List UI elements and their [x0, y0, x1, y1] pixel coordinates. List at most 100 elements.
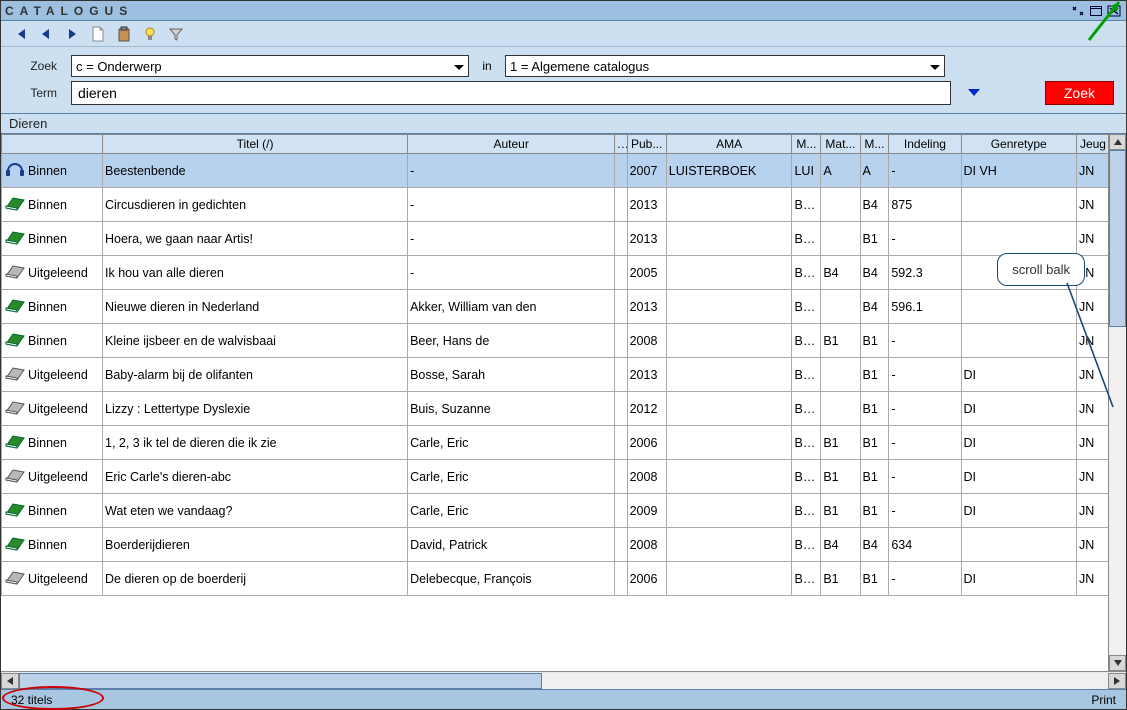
- col-genre[interactable]: Genretype: [961, 135, 1076, 154]
- headphones-icon: [4, 161, 26, 180]
- term-input[interactable]: [71, 81, 951, 105]
- next-icon[interactable]: [63, 25, 81, 43]
- cell-ama: [666, 562, 792, 596]
- cell-status: Binnen: [2, 154, 103, 188]
- status-text: Binnen: [28, 198, 67, 212]
- cell-jeug: JN: [1076, 256, 1109, 290]
- table-row[interactable]: BinnenBoerderijdierenDavid, Patrick2008B…: [2, 528, 1110, 562]
- zoek-combo[interactable]: c = Onderwerp: [71, 55, 469, 77]
- prev-icon[interactable]: [37, 25, 55, 43]
- horizontal-scrollbar[interactable]: [1, 671, 1126, 689]
- cell-pub: 2006: [627, 426, 666, 460]
- col-jeug[interactable]: Jeug: [1076, 135, 1109, 154]
- new-doc-icon[interactable]: [89, 25, 107, 43]
- cell-ama: [666, 188, 792, 222]
- table-row[interactable]: Binnen 1, 2, 3 ik tel de dieren die ik zi…: [2, 426, 1110, 460]
- book-grey-icon: [4, 365, 26, 384]
- table-row[interactable]: UitgeleendLizzy : Lettertype DyslexieBui…: [2, 392, 1110, 426]
- cell-ama: [666, 426, 792, 460]
- book-green-icon: [4, 297, 26, 316]
- cell-m1: BOE: [792, 290, 821, 324]
- status-text: Binnen: [28, 436, 67, 450]
- table-row[interactable]: UitgeleendDe dieren op de boerderijDeleb…: [2, 562, 1110, 596]
- first-icon[interactable]: [11, 25, 29, 43]
- vertical-scrollbar[interactable]: [1108, 134, 1126, 671]
- cell-m2: B4: [860, 188, 889, 222]
- cell-ama: [666, 392, 792, 426]
- cell-m1: BOE: [792, 188, 821, 222]
- table-row[interactable]: BinnenCircusdieren in gedichten-2013BOEB…: [2, 188, 1110, 222]
- cell-status: Uitgeleend: [2, 256, 103, 290]
- cell-jeug: JN: [1076, 460, 1109, 494]
- col-m1[interactable]: M...: [792, 135, 821, 154]
- cell-titel: 1, 2, 3 ik tel de dieren die ik zie: [103, 426, 408, 460]
- filter-icon[interactable]: [167, 25, 185, 43]
- scroll-down-icon[interactable]: [1109, 655, 1126, 671]
- cell-pub: 2013: [627, 290, 666, 324]
- scroll-left-icon[interactable]: [1, 673, 19, 689]
- col-titel[interactable]: Titel (/): [103, 135, 408, 154]
- col-m2[interactable]: M...: [860, 135, 889, 154]
- col-auteur[interactable]: Auteur: [408, 135, 615, 154]
- cell-genre: DI VH: [961, 154, 1076, 188]
- col-pub[interactable]: Pub...: [627, 135, 666, 154]
- cell-mat: [821, 358, 860, 392]
- table-row[interactable]: BinnenKleine ijsbeer en de walvisbaaiBee…: [2, 324, 1110, 358]
- cell-m2: B1: [860, 460, 889, 494]
- table-row[interactable]: UitgeleendEric Carle's dieren-abcCarle, …: [2, 460, 1110, 494]
- in-combo[interactable]: 1 = Algemene catalogus: [505, 55, 945, 77]
- vscroll-track[interactable]: [1109, 150, 1126, 655]
- maximize-icon[interactable]: [1088, 4, 1104, 18]
- zoek-combo-text: c = Onderwerp: [76, 59, 162, 74]
- close-icon[interactable]: [1106, 4, 1122, 18]
- cell-m1: BOE: [792, 494, 821, 528]
- table-row[interactable]: UitgeleendBaby-alarm bij de olifantenBos…: [2, 358, 1110, 392]
- cell-status: Uitgeleend: [2, 392, 103, 426]
- table-row[interactable]: UitgeleendIk hou van alle dieren-2005BOE…: [2, 256, 1110, 290]
- term-dropdown-icon[interactable]: [963, 88, 985, 98]
- cell-dots: [615, 188, 627, 222]
- term-label: Term: [13, 86, 63, 100]
- cell-auteur: Beer, Hans de: [408, 324, 615, 358]
- cell-mat: [821, 290, 860, 324]
- col-dots[interactable]: ...: [615, 135, 627, 154]
- zoek-button[interactable]: Zoek: [1045, 81, 1114, 105]
- scroll-right-icon[interactable]: [1108, 673, 1126, 689]
- print-link[interactable]: Print: [1091, 693, 1116, 707]
- status-text: Uitgeleend: [28, 572, 88, 586]
- book-grey-icon: [4, 399, 26, 418]
- cell-m2: A: [860, 154, 889, 188]
- cell-indeling: 634: [889, 528, 961, 562]
- col-mat[interactable]: Mat...: [821, 135, 860, 154]
- cell-status: Binnen: [2, 188, 103, 222]
- cell-dots: [615, 494, 627, 528]
- cell-mat: B1: [821, 494, 860, 528]
- cell-ama: [666, 324, 792, 358]
- scroll-up-icon[interactable]: [1109, 134, 1126, 150]
- col-status[interactable]: [2, 135, 103, 154]
- table-row[interactable]: BinnenWat eten we vandaag?Carle, Eric200…: [2, 494, 1110, 528]
- vscroll-thumb[interactable]: [1109, 150, 1126, 327]
- cell-ama: LUISTERBOEK: [666, 154, 792, 188]
- table-row[interactable]: BinnenHoera, we gaan naar Artis!-2013BOE…: [2, 222, 1110, 256]
- minimize-icon[interactable]: [1070, 4, 1086, 18]
- cell-dots: [615, 460, 627, 494]
- cell-genre: [961, 324, 1076, 358]
- cell-status: Binnen: [2, 528, 103, 562]
- cell-dots: [615, 154, 627, 188]
- cell-m1: BOE: [792, 460, 821, 494]
- bulb-icon[interactable]: [141, 25, 159, 43]
- cell-auteur: Bosse, Sarah: [408, 358, 615, 392]
- status-text: Binnen: [28, 334, 67, 348]
- col-indeling[interactable]: Indeling: [889, 135, 961, 154]
- cell-ama: [666, 222, 792, 256]
- cell-indeling: -: [889, 358, 961, 392]
- hscroll-thumb[interactable]: [19, 673, 542, 689]
- hscroll-track[interactable]: [19, 673, 1108, 689]
- cell-jeug: JN: [1076, 358, 1109, 392]
- table-row[interactable]: BinnenNieuwe dieren in NederlandAkker, W…: [2, 290, 1110, 324]
- paste-icon[interactable]: [115, 25, 133, 43]
- table-row[interactable]: BinnenBeestenbende-2007LUISTERBOEKLUIAA-…: [2, 154, 1110, 188]
- col-ama[interactable]: AMA: [666, 135, 792, 154]
- cell-genre: DI: [961, 358, 1076, 392]
